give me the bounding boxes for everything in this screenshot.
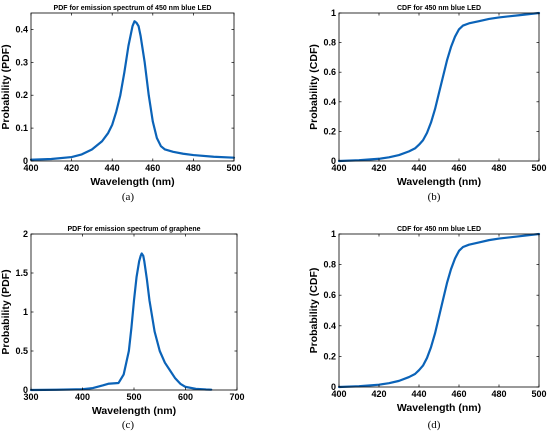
plot-frame — [30, 12, 235, 162]
chart-panel-4: CDF for 450 nm blue LED 400 420 440 460 480 50… — [308, 226, 547, 431]
y-tick-label: 0.6 — [323, 290, 336, 300]
plot-frame — [338, 12, 540, 162]
x-tick-label: 400 — [331, 163, 346, 173]
y-tick-label: 0.4 — [323, 321, 336, 331]
x-tick-label: 460 — [145, 163, 160, 173]
chart-panel-1: PDF for emission spectrum of 450 nm blue… — [0, 5, 242, 203]
x-axis-label: Wavelength (nm) — [92, 405, 176, 417]
y-axis-label: Probability (CDF) — [308, 268, 320, 354]
plot-frame — [338, 233, 540, 388]
y-tick-label: 0 — [23, 156, 28, 166]
y-tick-label: 1.5 — [15, 268, 28, 278]
x-tick-label: 500 — [226, 163, 241, 173]
series-line-1 — [337, 11, 541, 163]
x-tick-label: 420 — [371, 163, 386, 173]
y-tick-label: 0.4 — [15, 24, 28, 34]
x-tick-label: 300 — [23, 392, 38, 402]
x-axis-label: Wavelength (nm) — [397, 176, 481, 188]
x-tick-label: 600 — [178, 392, 193, 402]
y-tick-label: 1 — [331, 229, 336, 239]
x-tick-label: 440 — [411, 163, 426, 173]
x-tick-label: 500 — [531, 389, 546, 399]
x-tick-label: 700 — [229, 392, 244, 402]
panel-caption: (c) — [122, 419, 135, 431]
chart-title: PDF for emission spectrum of graphene — [67, 226, 200, 233]
x-tick-label: 460 — [451, 389, 466, 399]
x-tick-label: 500 — [126, 392, 141, 402]
y-tick-label: 0.6 — [323, 67, 336, 77]
y-tick-label: 0 — [331, 156, 336, 166]
y-tick-label: 0.3 — [15, 57, 28, 67]
chart-panel-3: PDF for emission spectrum of graphene 300… — [0, 226, 245, 431]
chart-panel-2: CDF for 450 nm blue LED 400 420 440 460 480 50… — [308, 5, 547, 203]
y-tick-label: 1 — [23, 307, 28, 317]
x-axis-label: Wavelength (nm) — [397, 402, 481, 414]
y-axis-label: Probability (PDF) — [0, 44, 12, 129]
x-axis-label: Wavelength (nm) — [90, 176, 174, 188]
y-tick-label: 0 — [331, 382, 336, 392]
y-tick-label: 1 — [331, 8, 336, 18]
chart-title: CDF for 450 nm blue LED — [397, 226, 481, 233]
y-tick-label: 2 — [23, 229, 28, 239]
x-tick-label: 400 — [23, 163, 38, 173]
series-line-1 — [337, 232, 541, 389]
chart-title: CDF for 450 nm blue LED — [397, 5, 481, 12]
x-tick-label: 480 — [491, 389, 506, 399]
y-tick-label: 0 — [23, 385, 28, 395]
series-line-1 — [29, 252, 213, 392]
x-tick-label: 480 — [491, 163, 506, 173]
y-tick-label: 0.8 — [323, 38, 336, 48]
x-tick-label: 500 — [531, 163, 546, 173]
y-tick-label: 0.2 — [323, 351, 336, 361]
y-tick-label: 0.4 — [323, 97, 336, 107]
y-tick-label: 0.1 — [15, 123, 28, 133]
x-tick-label: 460 — [451, 163, 466, 173]
y-tick-label: 0.8 — [323, 260, 336, 270]
series-line-1 — [29, 20, 236, 161]
panel-caption: (d) — [428, 419, 441, 431]
y-tick-label: 0.2 — [323, 126, 336, 136]
x-tick-label: 480 — [186, 163, 201, 173]
panel-caption: (b) — [428, 191, 441, 203]
chart-title: PDF for emission spectrum of 450 nm blue… — [54, 5, 212, 12]
x-tick-label: 440 — [411, 389, 426, 399]
x-tick-label: 400 — [75, 392, 90, 402]
y-axis-label: Probability (CDF) — [308, 44, 320, 130]
x-tick-label: 440 — [105, 163, 120, 173]
y-axis-label: Probability (PDF) — [0, 269, 12, 354]
y-tick-label: 0.2 — [15, 90, 28, 100]
x-tick-label: 420 — [371, 389, 386, 399]
x-tick-label: 400 — [331, 389, 346, 399]
panel-caption: (a) — [122, 191, 135, 203]
x-tick-label: 420 — [64, 163, 79, 173]
y-tick-label: 0.5 — [15, 346, 28, 356]
